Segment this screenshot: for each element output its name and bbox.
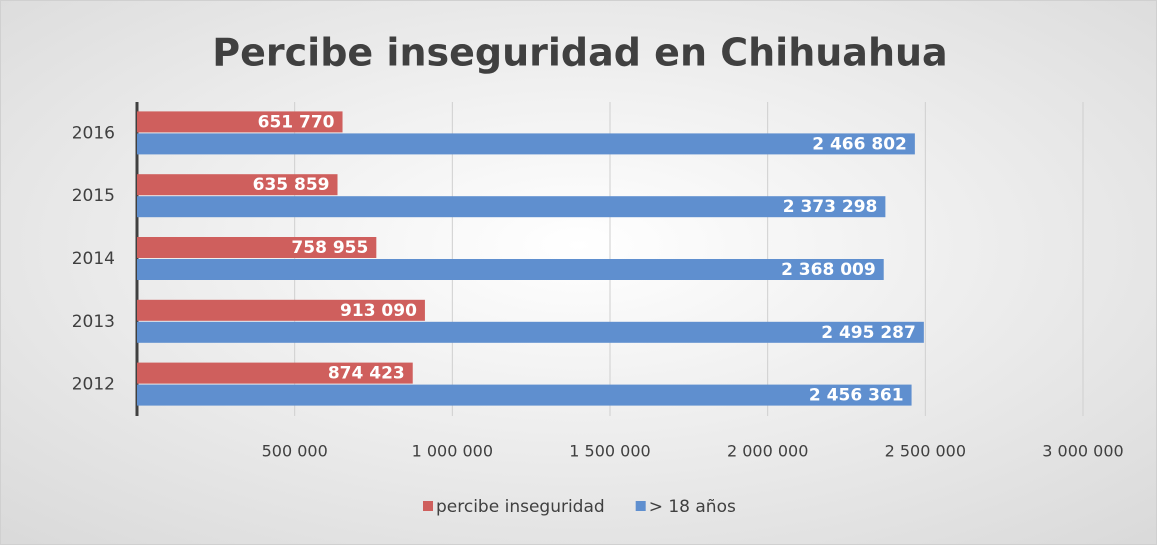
data-label: 2 368 009	[781, 260, 876, 280]
x-tick-label: 1 000 000	[412, 442, 493, 461]
y-tick-label: 2015	[72, 186, 115, 206]
bar	[137, 299, 425, 321]
legend-label: percibe inseguridad	[436, 497, 605, 517]
data-label: 2 466 802	[812, 134, 907, 154]
bar	[137, 384, 912, 406]
data-label: 874 423	[328, 364, 405, 384]
bar	[137, 111, 343, 133]
chart-title: Percibe inseguridad en Chihuahua	[212, 31, 947, 75]
data-label: 635 859	[253, 175, 330, 195]
y-tick-label: 2012	[72, 375, 115, 395]
data-label: 913 090	[340, 301, 417, 321]
data-label: 651 770	[258, 112, 335, 132]
bar	[137, 196, 886, 218]
y-tick-label: 2016	[72, 123, 115, 143]
data-label: 2 495 287	[821, 323, 916, 343]
legend-swatch	[635, 501, 646, 511]
data-label: 758 955	[291, 238, 368, 258]
data-label: 2 456 361	[809, 386, 904, 406]
bar	[137, 362, 413, 384]
data-label: 2 373 298	[783, 197, 878, 217]
x-tick-label: 3 000 000	[1042, 442, 1123, 461]
bar	[137, 133, 915, 155]
x-tick-label: 1 500 000	[569, 442, 650, 461]
legend-swatch	[423, 501, 433, 511]
x-tick-label: 2 500 000	[885, 442, 966, 461]
x-tick-label: 2 000 000	[727, 442, 808, 461]
bar	[137, 237, 377, 258]
y-tick-label: 2014	[72, 249, 115, 269]
bar	[137, 321, 924, 343]
bar	[137, 259, 884, 280]
bar	[137, 174, 338, 196]
y-tick-label: 2013	[72, 312, 115, 332]
legend-label: > 18 años	[649, 497, 736, 517]
x-tick-label: 500 000	[262, 442, 328, 461]
